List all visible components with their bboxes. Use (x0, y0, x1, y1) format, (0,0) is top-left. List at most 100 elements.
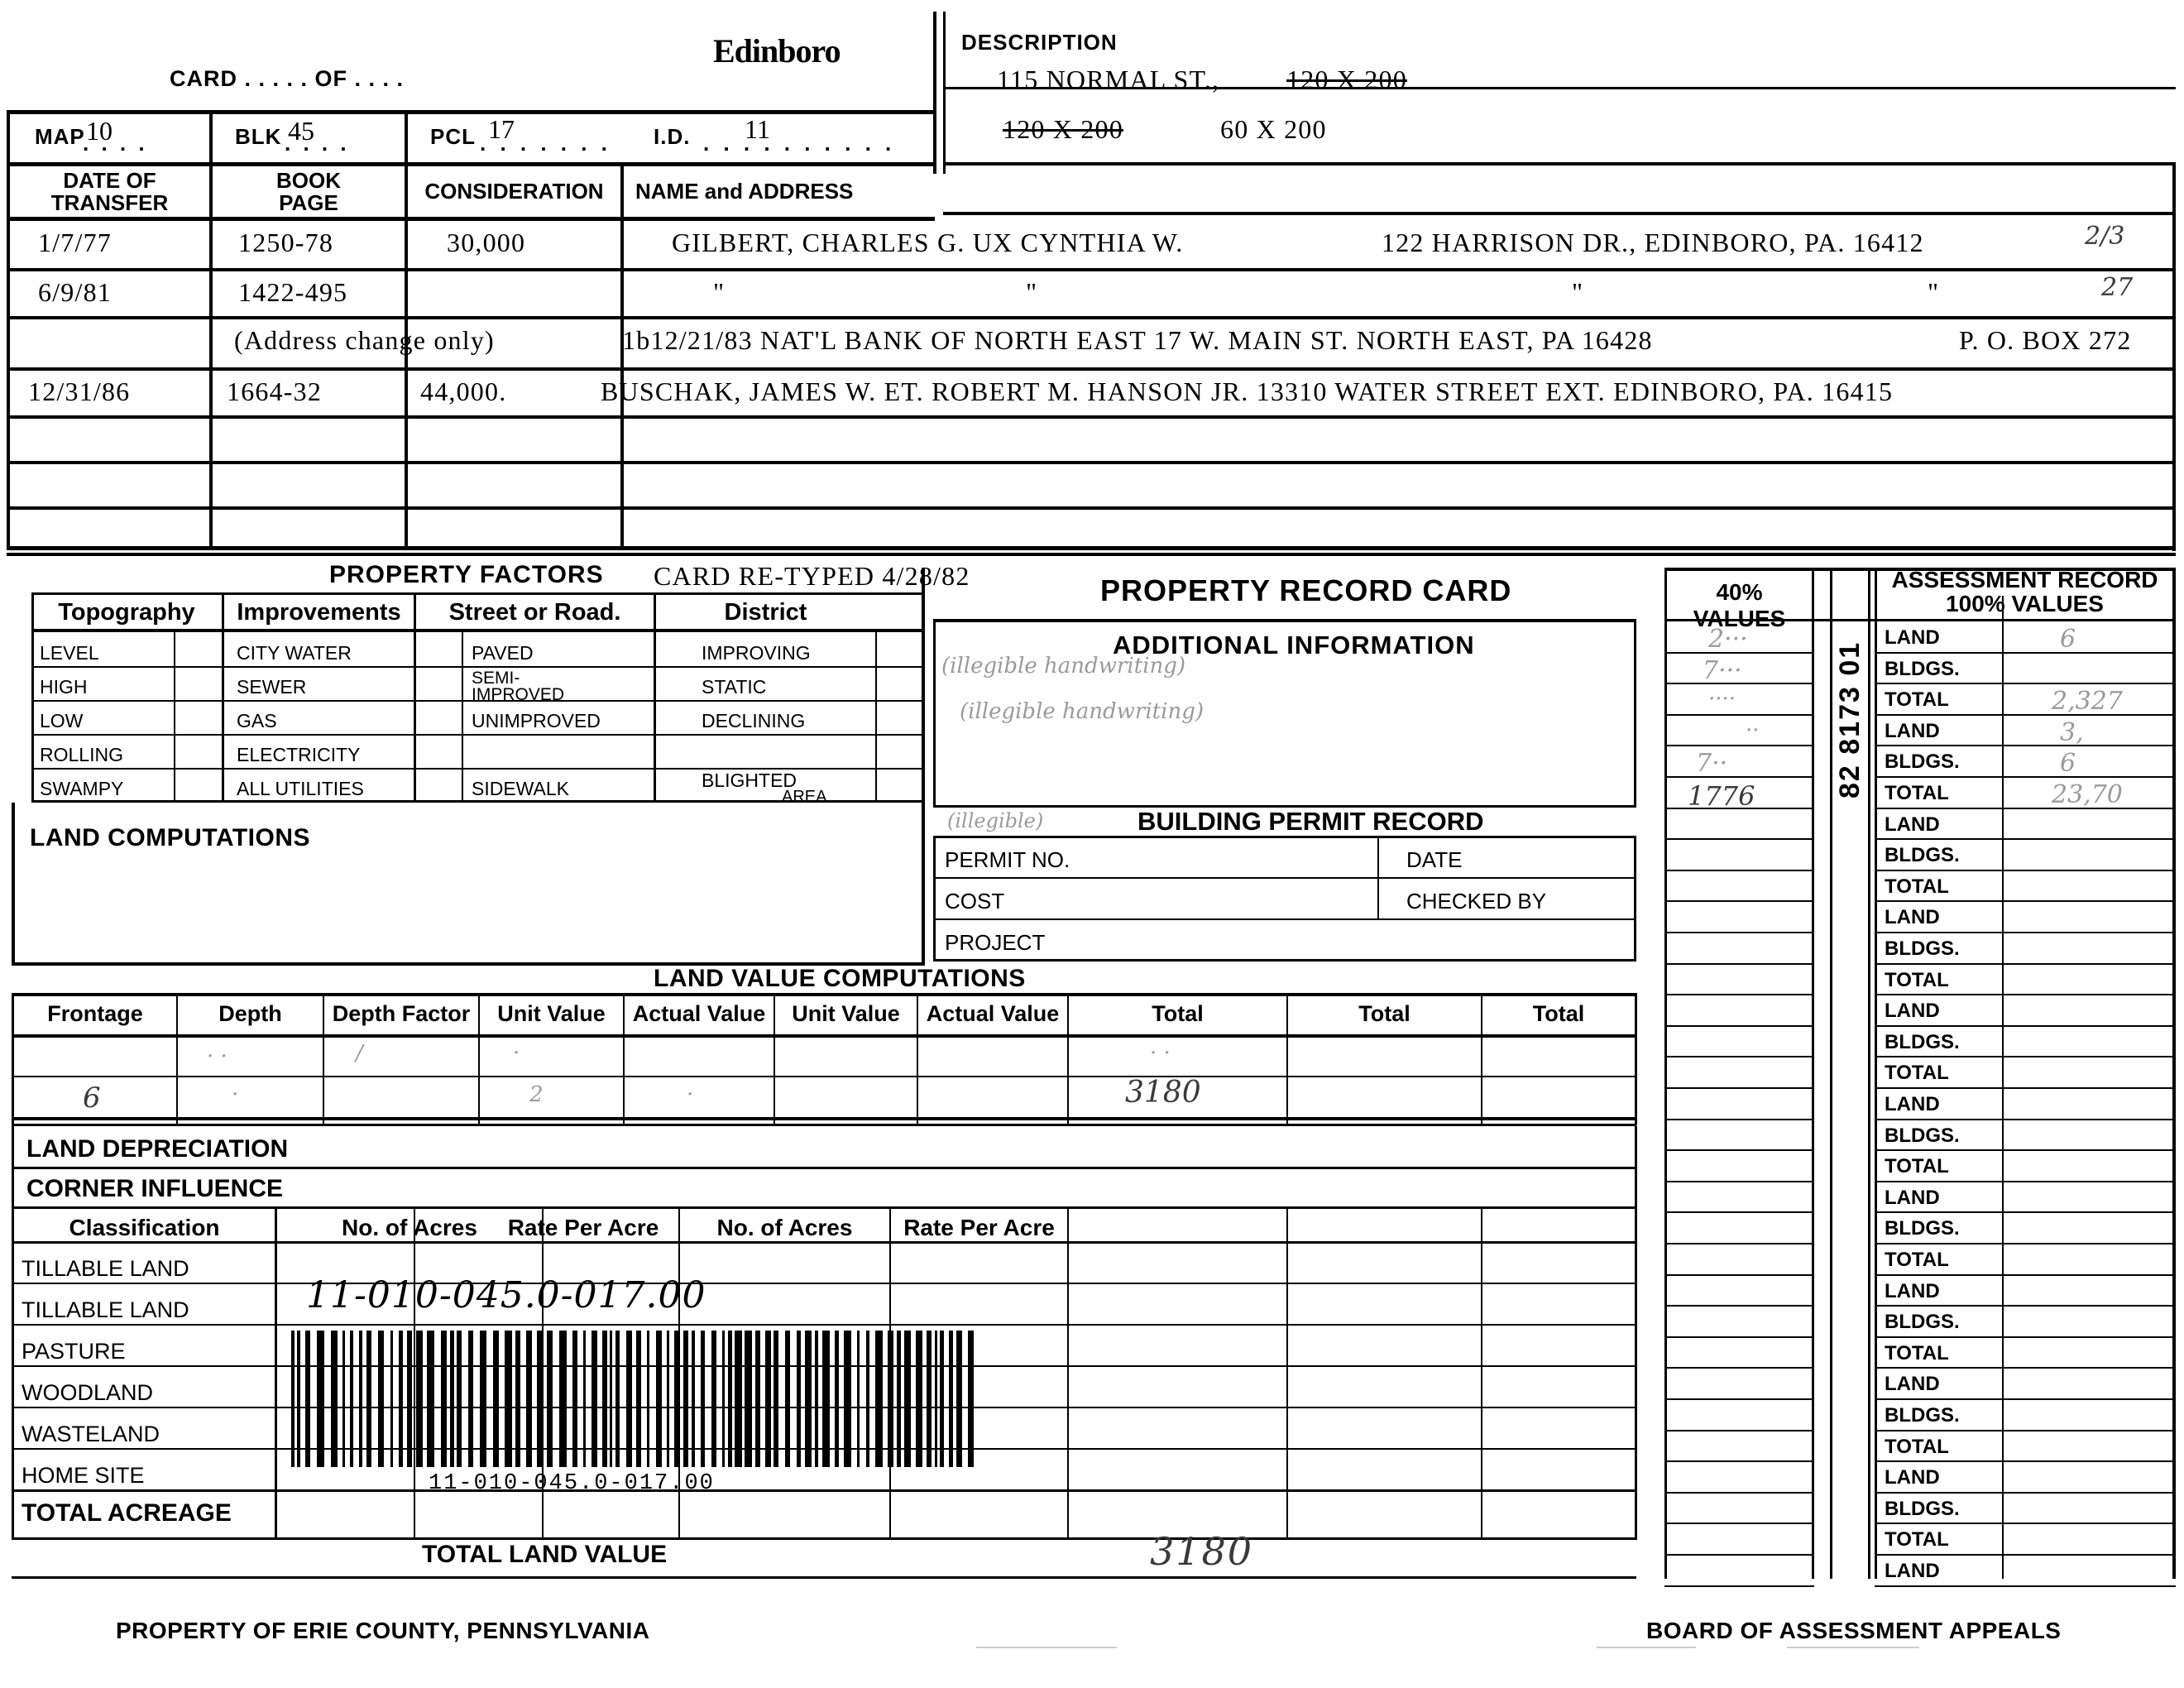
bp-permit-no-label: PERMIT NO. (945, 847, 1070, 872)
values-header-bottom (1664, 619, 2176, 621)
pf-street-semi-line2: IMPROVED (472, 685, 565, 704)
assessment-row-divider (1875, 1118, 2176, 1120)
header-book-line1: BOOK (276, 168, 341, 193)
forty-percent-row-divider (1664, 713, 1814, 716)
forty-percent-row-divider (1664, 1273, 1814, 1276)
transfer-row-0-address: 122 HARRISON DR., EDINBORO, PA. 16412 (1382, 228, 1924, 257)
cls-total-acreage-label: TOTAL ACREAGE (22, 1499, 232, 1527)
cls-header-acres-2: No. of Acres (716, 1215, 853, 1240)
pf-header-district: District (724, 599, 807, 626)
lvc-v5 (774, 993, 775, 1125)
forty-percent-row-divider (1664, 1367, 1814, 1369)
pf-col-div-3 (654, 592, 656, 803)
cls-total-land-value: 3180 (1150, 1529, 1254, 1574)
pf-street-semi-line1: SEMI- (472, 669, 520, 688)
lvc-h-total-2: Total (1358, 1001, 1410, 1026)
lvc-h-depth: Depth (218, 1001, 282, 1026)
values-panel-right-border (2172, 568, 2176, 1579)
pf-imp-city-water: CITY WATER (237, 642, 352, 664)
pf-col-div-2 (414, 592, 416, 803)
cls-right-border (1635, 1209, 1637, 1540)
cls-header-rate-2: Rate Per Acre (903, 1215, 1055, 1240)
transfer-row-5-bottom (7, 506, 2176, 510)
pf-dist-blighted-line2: AREA (782, 788, 827, 806)
transfer-row-0-margin-note: 2/3 (2085, 222, 2125, 251)
corner-influence-label: CORNER INFLUENCE (26, 1175, 284, 1202)
assessment-row-divider (1875, 962, 2176, 965)
scan-artifact-1 (976, 1647, 1117, 1648)
pcl-label: PCL (430, 124, 476, 149)
record-card-title: PROPERTY RECORD CARD (1100, 573, 1512, 607)
cls-v2 (414, 1209, 415, 1540)
land-computations-title: LAND COMPUTATIONS (30, 824, 311, 851)
cls-row-tillable-land-1: TILLABLE LAND (22, 1256, 189, 1281)
bp-line-1 (933, 877, 1636, 879)
land-computations-left (12, 803, 15, 962)
assessment-row-label: BLDGS. (1885, 750, 1960, 774)
land-depreciation-bottom (12, 1167, 1636, 1169)
ld-right-border (1635, 1126, 1637, 1209)
lvc-h-unit-value-2: Unit Value (792, 1001, 900, 1026)
building-permit-box (933, 836, 1636, 961)
additional-information-box (933, 619, 1636, 808)
pf-row-line-4 (31, 768, 925, 770)
assessment-row-label: LAND (1885, 719, 1940, 742)
pf-row-line-3 (31, 734, 925, 736)
lvc-row1-bottom (12, 1076, 1636, 1077)
assessment-row-label: LAND (1885, 1093, 1940, 1115)
assessment-row-divider (1875, 932, 2176, 933)
assessment-row-divider (1875, 683, 2176, 685)
assessment-row-divider (1875, 1243, 2176, 1244)
assessment-row-label: TOTAL (1885, 1155, 1949, 1178)
assessment-record-header-line1: ASSESSMENT RECORD (1891, 567, 2158, 592)
assessment-row-label: TOTAL (1885, 968, 1949, 991)
lvc-row1-scribble-4: · · (1150, 1041, 1171, 1066)
forty-percent-row-divider (1664, 1460, 1814, 1463)
assessment-row-divider (1875, 1460, 2176, 1463)
cls-header-rate-1: Rate Per Acre (507, 1215, 659, 1240)
id-value: 11 (745, 114, 770, 144)
forty-value-4: 7·· (1696, 749, 1728, 778)
assessment-row-divider (1875, 713, 2176, 716)
scan-artifact-2 (1787, 1647, 1919, 1648)
pf-col-div-2b (462, 632, 463, 803)
forty-value-3: ·· (1746, 718, 1760, 743)
transfer-row-2-name: 1b12/21/83 NAT'L BANK OF NORTH EAST 17 W… (622, 325, 1653, 355)
bp-date-label: DATE (1406, 847, 1463, 872)
stamp-col-right (1868, 568, 1870, 1579)
lvc-h-actual-value-1: Actual Value (632, 1001, 766, 1026)
forty-percent-values-header: 40% VALUES (1693, 579, 1786, 631)
pf-imp-sewer: SEWER (237, 676, 307, 698)
forty-percent-row-divider (1664, 1024, 1814, 1027)
lvc-row2-scribble-1: · (232, 1082, 239, 1107)
transfer-row-1-date: 6/9/81 (38, 277, 112, 307)
transfer-row-3-book: 1664-32 (227, 376, 323, 406)
col-divider-1 (209, 110, 213, 549)
assessment-row-label: LAND (1885, 1560, 1940, 1582)
lvc-row2-scribble-3: · (687, 1082, 694, 1107)
forty-percent-row-divider (1664, 1491, 1814, 1494)
assessment-row-divider (1875, 900, 2176, 903)
header-date-transfer-line2: TRANSFER (50, 190, 169, 215)
transfer-row-1-ditto-2: " (1572, 277, 1584, 307)
values-panel-left-border (1664, 568, 1667, 1579)
bp-project-label: PROJECT (945, 930, 1046, 955)
lvc-row1-scribble-3: · (513, 1041, 520, 1066)
card-of-label: CARD . . . . . OF . . . . (170, 66, 405, 91)
assessment-row-label: LAND (1885, 1466, 1940, 1489)
pcl-dots: . . . . . . . (480, 131, 611, 156)
transfer-row-3-date: 12/31/86 (28, 376, 131, 406)
assessment-row-label: BLDGS. (1885, 1030, 1960, 1053)
lvc-row2-bottom (12, 1117, 1636, 1120)
assessment-row-divider (1875, 1180, 2176, 1182)
assessment-row-divider (1875, 1149, 2176, 1152)
assessment-row-divider (1875, 1056, 2176, 1058)
assessment-row-divider (1875, 838, 2176, 841)
forty-percent-row-divider (1664, 683, 1814, 685)
bp-line-2 (933, 918, 1636, 920)
pf-row-line-2 (31, 700, 925, 702)
lvc-v8 (1286, 993, 1288, 1125)
forty-percent-row-divider (1664, 807, 1814, 809)
transfer-row-0-name: GILBERT, CHARLES G. UX CYNTHIA W. (672, 228, 1184, 257)
pf-street-unimproved: UNIMPROVED (472, 710, 601, 731)
